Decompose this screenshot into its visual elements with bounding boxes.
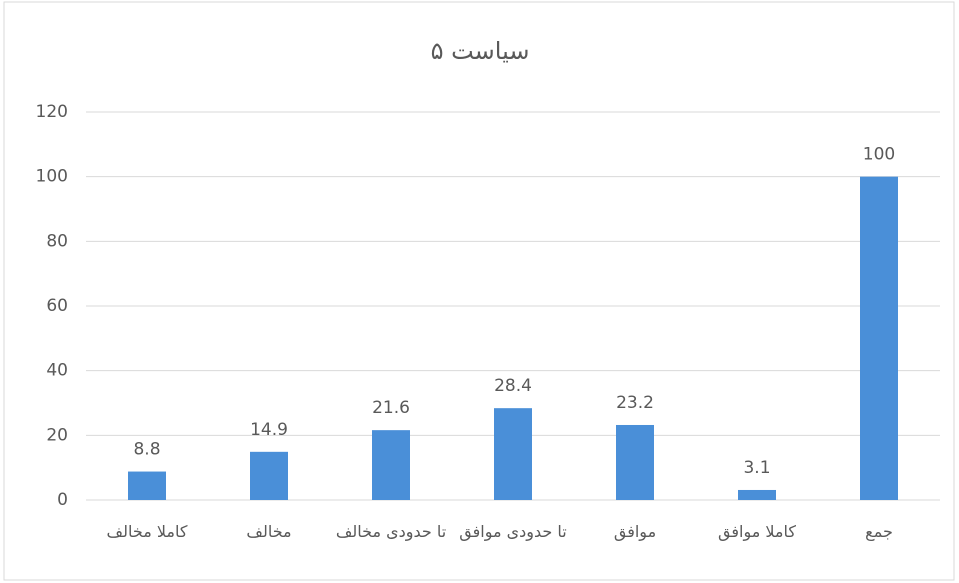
y-tick-label: 120 — [36, 102, 68, 122]
x-tick-label: کاملا موافق — [701, 522, 813, 542]
data-label: 14.9 — [250, 420, 288, 440]
x-tick-label: موافق — [579, 522, 691, 542]
y-tick-label: 80 — [46, 231, 68, 251]
bar — [372, 430, 410, 500]
y-tick-label: 20 — [46, 425, 68, 445]
y-tick-label: 60 — [46, 296, 68, 316]
bar — [494, 408, 532, 500]
bar — [860, 177, 898, 500]
bar — [128, 472, 166, 500]
x-tick-label: مخالف — [213, 522, 325, 542]
y-tick-label: 0 — [57, 490, 68, 510]
x-tick-label: تا حدودی مخالف — [335, 522, 447, 542]
chart: سیاست ۵ 0 20 40 60 80 100 120 8.8 14.9 21.6 28.4 23… — [0, 0, 959, 583]
page: سیاست ۵ 0 20 40 60 80 100 120 8.8 14.9 21.6 28.4 23… — [0, 0, 959, 583]
y-tick-label: 40 — [46, 361, 68, 381]
x-tick-label: کاملا مخالف — [91, 522, 203, 542]
x-tick-label: تا حدودی موافق — [457, 522, 569, 542]
data-label: 28.4 — [494, 376, 532, 396]
data-label: 23.2 — [616, 393, 654, 413]
y-tick-label: 100 — [36, 167, 68, 187]
data-label: 8.8 — [133, 440, 160, 460]
bar — [738, 490, 776, 500]
chart-title: سیاست ۵ — [431, 37, 530, 65]
bar — [250, 452, 288, 500]
data-label: 3.1 — [743, 458, 770, 478]
x-tick-label: جمع — [823, 522, 935, 542]
data-label: 100 — [863, 145, 895, 165]
bar — [616, 425, 654, 500]
data-label: 21.6 — [372, 398, 410, 418]
